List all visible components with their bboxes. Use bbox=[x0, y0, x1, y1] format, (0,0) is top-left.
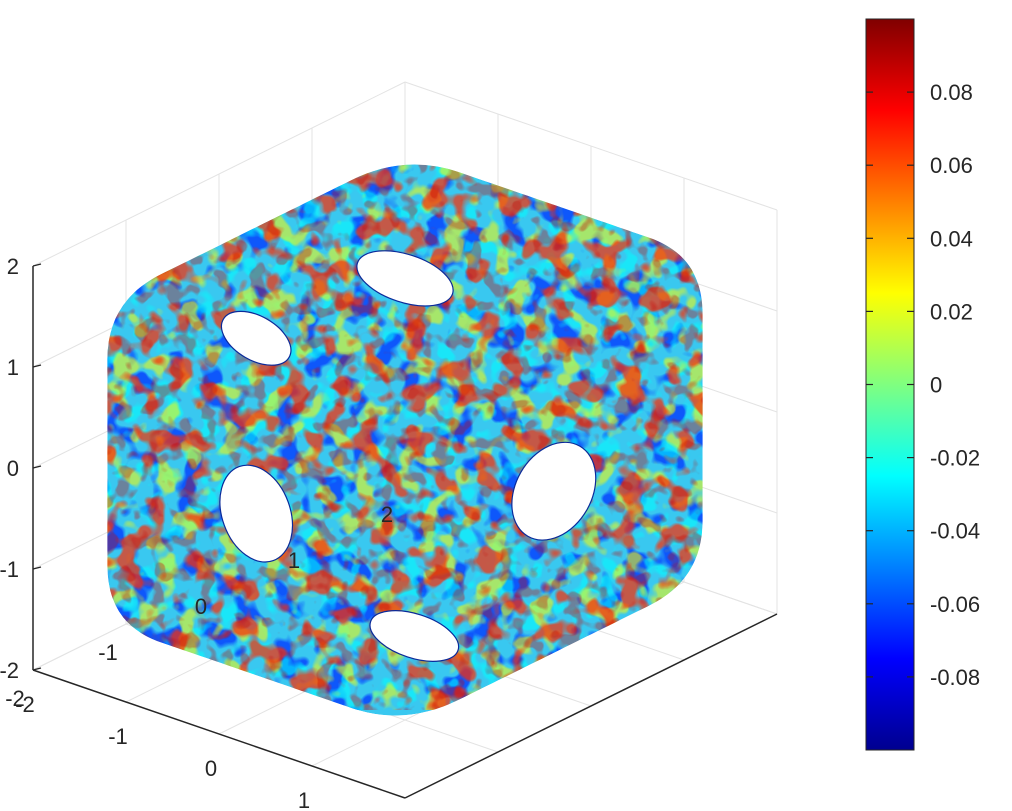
colorbar-ticks: -0.08 -0.06 -0.04 -0.02 0 0.02 0.04 0.06 0.08 bbox=[866, 80, 980, 690]
z-tick-label: 1 bbox=[7, 355, 19, 380]
z-tick-mark bbox=[32, 566, 42, 570]
z-tick-label: 2 bbox=[7, 254, 19, 279]
x-axis-line bbox=[32, 669, 406, 799]
grid-line bbox=[32, 81, 406, 267]
colorbar-tick-label: -0.04 bbox=[930, 519, 980, 544]
x-tick-label: -1 bbox=[108, 724, 128, 749]
surface-hole bbox=[356, 250, 454, 307]
colorbar: -0.08 -0.06 -0.04 -0.02 0 0.02 0.04 0.06 0.08 bbox=[865, 18, 980, 751]
x-tick-label: 0 bbox=[205, 756, 217, 781]
y-tick-label: 1 bbox=[288, 548, 300, 573]
y-tick-label: 2 bbox=[381, 502, 393, 527]
colorbar-tick-label: 0 bbox=[930, 373, 942, 398]
z-tick-mark bbox=[32, 667, 42, 671]
y-tick-label: -2 bbox=[5, 686, 25, 711]
surface-hole bbox=[511, 441, 597, 541]
colorbar-tick-label: -0.08 bbox=[930, 665, 980, 690]
z-tick-mark bbox=[32, 263, 42, 267]
colorbar-tick-label: 0.04 bbox=[930, 226, 973, 251]
colorbar-tick-label: -0.06 bbox=[930, 592, 980, 617]
z-tick-label: -2 bbox=[0, 658, 19, 683]
surface-hole bbox=[369, 610, 460, 662]
colorbar-tick-label: 0.08 bbox=[930, 80, 973, 105]
z-tick-label: -1 bbox=[0, 557, 19, 582]
surface-plot bbox=[107, 164, 703, 716]
colorbar-tick-label: -0.02 bbox=[930, 446, 980, 471]
colorbar-gradient bbox=[865, 18, 915, 751]
colorbar-tick-label: 0.02 bbox=[930, 299, 973, 324]
x-tick-label: 1 bbox=[298, 788, 310, 811]
surface-hole bbox=[220, 310, 292, 366]
grid-line bbox=[404, 81, 778, 211]
z-tick-label: 0 bbox=[7, 456, 19, 481]
x-tick-label: -2 bbox=[15, 692, 35, 717]
surface-hole bbox=[219, 464, 294, 563]
colorbar-tick-label: 0.06 bbox=[930, 153, 973, 178]
y-axis-line bbox=[404, 613, 778, 799]
y-tick-label: 0 bbox=[195, 594, 207, 619]
z-tick-mark bbox=[32, 465, 42, 469]
z-tick-mark bbox=[32, 364, 42, 368]
y-tick-label: -1 bbox=[98, 640, 118, 665]
